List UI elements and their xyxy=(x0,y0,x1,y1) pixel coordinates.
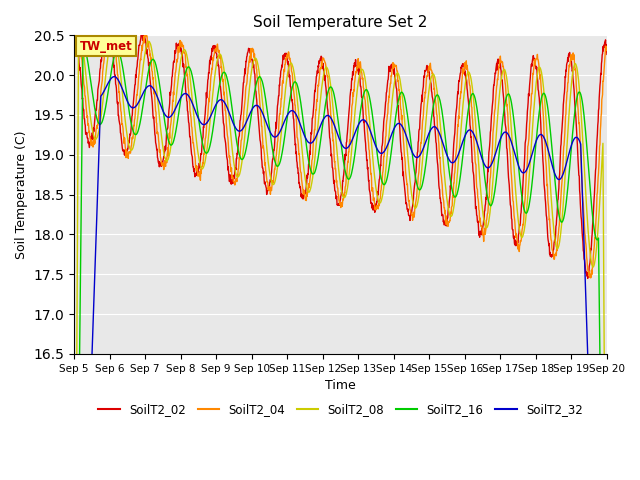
Text: TW_met: TW_met xyxy=(79,40,132,53)
SoilT2_04 xyxy=(176,37,184,43)
SoilT2_32 xyxy=(110,74,118,80)
SoilT2_16 xyxy=(424,149,431,155)
SoilT2_04 xyxy=(189,140,197,146)
SoilT2_16 xyxy=(79,41,87,47)
SoilT2_16 xyxy=(249,102,257,108)
SoilT2_08 xyxy=(176,62,184,68)
SoilT2_04 xyxy=(249,49,257,55)
SoilT2_32 xyxy=(249,106,257,111)
SoilT2_02 xyxy=(189,164,197,170)
SoilT2_04 xyxy=(72,15,79,21)
SoilT2_16 xyxy=(189,77,197,83)
Line: SoilT2_32: SoilT2_32 xyxy=(74,77,607,480)
SoilT2_02 xyxy=(424,64,431,70)
SoilT2_32 xyxy=(540,135,548,141)
SoilT2_08 xyxy=(189,104,197,109)
SoilT2_02 xyxy=(584,276,591,281)
SoilT2_04 xyxy=(603,44,611,49)
SoilT2_02 xyxy=(603,51,611,57)
Legend: SoilT2_02, SoilT2_04, SoilT2_08, SoilT2_16, SoilT2_32: SoilT2_02, SoilT2_04, SoilT2_08, SoilT2_… xyxy=(93,398,588,420)
Title: Soil Temperature Set 2: Soil Temperature Set 2 xyxy=(253,15,428,30)
X-axis label: Time: Time xyxy=(325,379,356,392)
SoilT2_16 xyxy=(493,171,501,177)
Y-axis label: Soil Temperature (C): Soil Temperature (C) xyxy=(15,131,28,259)
Line: SoilT2_08: SoilT2_08 xyxy=(74,27,607,480)
SoilT2_02 xyxy=(540,181,548,187)
SoilT2_08 xyxy=(424,102,431,108)
SoilT2_04 xyxy=(587,275,595,281)
Line: SoilT2_02: SoilT2_02 xyxy=(74,22,607,278)
SoilT2_32 xyxy=(189,102,197,108)
SoilT2_02 xyxy=(249,65,257,71)
Line: SoilT2_04: SoilT2_04 xyxy=(74,18,607,278)
SoilT2_08 xyxy=(540,90,548,96)
SoilT2_08 xyxy=(249,62,257,68)
SoilT2_02 xyxy=(103,19,111,25)
SoilT2_04 xyxy=(493,82,501,88)
SoilT2_04 xyxy=(70,21,78,26)
SoilT2_08 xyxy=(75,24,83,30)
SoilT2_04 xyxy=(424,72,431,78)
SoilT2_32 xyxy=(176,96,184,102)
SoilT2_16 xyxy=(176,101,184,107)
SoilT2_02 xyxy=(176,46,184,52)
SoilT2_32 xyxy=(493,146,501,152)
Line: SoilT2_16: SoilT2_16 xyxy=(74,44,607,480)
SoilT2_08 xyxy=(493,121,501,127)
SoilT2_04 xyxy=(540,132,548,138)
SoilT2_02 xyxy=(70,24,78,29)
SoilT2_02 xyxy=(493,67,501,73)
SoilT2_32 xyxy=(424,134,431,140)
SoilT2_16 xyxy=(540,91,548,96)
